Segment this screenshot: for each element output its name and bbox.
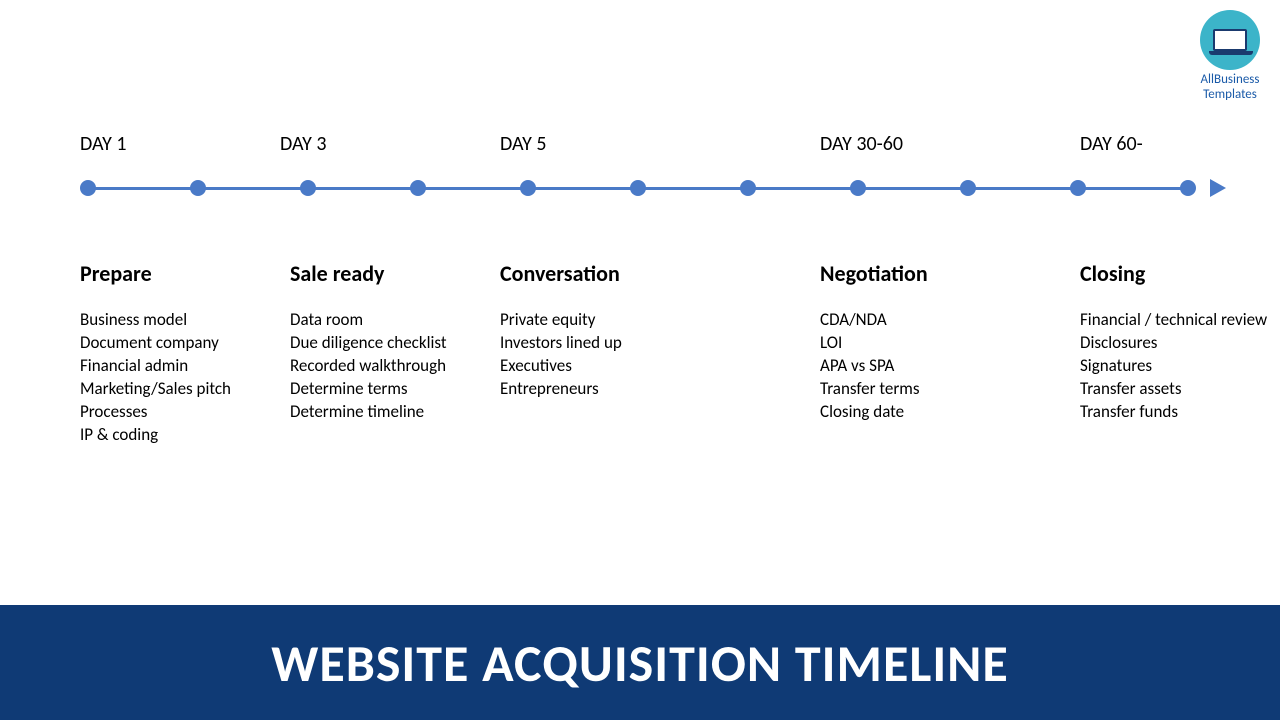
phase-title: Conversation xyxy=(500,260,622,287)
timeline-dot xyxy=(80,180,96,196)
timeline-dot xyxy=(1180,180,1196,196)
logo-circle xyxy=(1200,10,1260,70)
phase-title: Sale ready xyxy=(290,260,447,287)
timeline-dot xyxy=(1070,180,1086,196)
phase-item: Financial admin xyxy=(80,355,231,378)
logo-text-1: AllBusiness xyxy=(1200,72,1260,87)
phase-item: Determine timeline xyxy=(290,401,447,424)
arrow-icon xyxy=(1210,179,1226,197)
phase-item: IP & coding xyxy=(80,424,231,447)
phase-column: Conversation Private equityInvestors line… xyxy=(500,260,622,401)
phase-item: Business model xyxy=(80,309,231,332)
phase-item: Recorded walkthrough xyxy=(290,355,447,378)
timeline-dot xyxy=(740,180,756,196)
phase-title: Negotiation xyxy=(820,260,928,287)
timeline-dot xyxy=(410,180,426,196)
phase-item: Document company xyxy=(80,332,231,355)
day-label: DAY 1 xyxy=(80,132,127,156)
logo-text-2: Templates xyxy=(1200,87,1260,102)
phase-item: Marketing/Sales pitch xyxy=(80,378,231,401)
phase-item: Financial / technical review xyxy=(1080,309,1267,332)
timeline-dot xyxy=(190,180,206,196)
phase-item: Executives xyxy=(500,355,622,378)
day-label: DAY 3 xyxy=(280,132,327,156)
phase-item: Determine terms xyxy=(290,378,447,401)
phase-item: Private equity xyxy=(500,309,622,332)
phase-item: Signatures xyxy=(1080,355,1267,378)
phase-column: Closing Financial / technical reviewDiscl… xyxy=(1080,260,1267,424)
phase-item: Disclosures xyxy=(1080,332,1267,355)
timeline-dot xyxy=(630,180,646,196)
timeline-dot xyxy=(300,180,316,196)
day-label: DAY 5 xyxy=(500,132,547,156)
phase-title: Closing xyxy=(1080,260,1267,287)
timeline-dot xyxy=(520,180,536,196)
timeline-dot xyxy=(960,180,976,196)
title-text: WEBSITE ACQUISITION TIMELINE xyxy=(271,631,1009,695)
phase-item: Transfer terms xyxy=(820,378,928,401)
day-label: DAY 30-60 xyxy=(820,132,903,156)
phase-item: Entrepreneurs xyxy=(500,378,622,401)
phase-item: LOI xyxy=(820,332,928,355)
phase-item: CDA/NDA xyxy=(820,309,928,332)
phase-item: Investors lined up xyxy=(500,332,622,355)
phase-column: Negotiation CDA/NDALOIAPA vs SPATransfer … xyxy=(820,260,928,424)
phase-column: Sale ready Data roomDue diligence checkli… xyxy=(290,260,447,424)
laptop-icon xyxy=(1213,29,1247,51)
title-banner: WEBSITE ACQUISITION TIMELINE xyxy=(0,605,1280,720)
brand-logo: AllBusiness Templates xyxy=(1200,10,1260,102)
phase-item: Transfer funds xyxy=(1080,401,1267,424)
phase-item: Processes xyxy=(80,401,231,424)
day-label: DAY 60- xyxy=(1080,132,1143,156)
timeline-dot xyxy=(850,180,866,196)
phase-item: Data room xyxy=(290,309,447,332)
phase-item: Due diligence checklist xyxy=(290,332,447,355)
phase-item: APA vs SPA xyxy=(820,355,928,378)
phase-item: Closing date xyxy=(820,401,928,424)
phase-item: Transfer assets xyxy=(1080,378,1267,401)
phase-column: Prepare Business modelDocument companyFin… xyxy=(80,260,231,447)
phase-title: Prepare xyxy=(80,260,231,287)
